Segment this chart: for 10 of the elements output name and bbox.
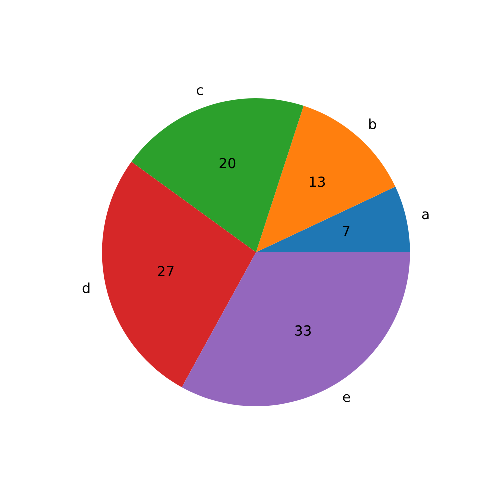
data-label: 20	[220, 158, 236, 169]
slice-label: b	[370, 118, 376, 130]
data-label: 27	[158, 266, 174, 276]
slice-label: a	[422, 212, 429, 220]
data-label: 7	[343, 226, 350, 236]
slice-label: e	[343, 394, 350, 402]
slice-label: d	[82, 282, 90, 294]
data-label: 13	[310, 176, 326, 188]
data-label: 33	[296, 326, 312, 336]
slice-label: c	[197, 87, 204, 96]
